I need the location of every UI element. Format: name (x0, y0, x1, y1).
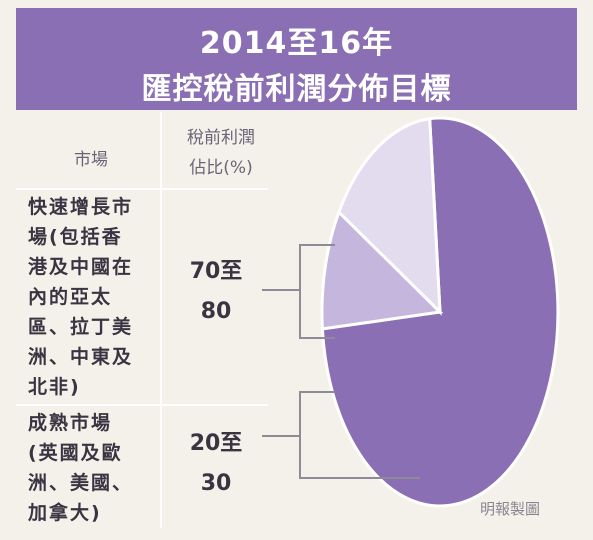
share-value-line: 70至 (189, 259, 243, 284)
market-label-line: 快速增長市 (28, 196, 134, 218)
share-value-fast-growth: 70至 80 (164, 252, 268, 332)
bracket-fast-growth (262, 244, 335, 339)
market-label-line: (英國及歐 (28, 442, 123, 464)
market-row-mature: 成熟市場 (英國及歐 洲、美國、 加拿大) (28, 408, 158, 528)
share-value-mature: 20至 30 (164, 424, 268, 504)
market-label-line: 洲、美國、 (28, 472, 134, 494)
market-row-fast-growth: 快速增長市 場(包括香 港及中國在 內的亞太 區、拉丁美 洲、中東及 北非) (28, 192, 158, 402)
share-value-line: 80 (200, 299, 232, 324)
pie-slices (320, 116, 560, 508)
column-header-market: 市場 (74, 150, 108, 170)
table-divider (16, 188, 268, 190)
bracket-mature (262, 391, 420, 479)
pie-slice-mature-b (337, 116, 442, 316)
chart-title-line1: 2014至16年 (199, 26, 394, 61)
source-credit: 明報製圖 (480, 500, 541, 518)
chart-title-banner: 2014至16年 匯控稅前利潤分佈目標 (16, 8, 577, 110)
market-table: 市場 稅前利潤 佔比(%) 快速增長市 場(包括香 港及中國在 內的亞太 區、拉… (16, 112, 306, 528)
share-value-line: 20至 (189, 431, 243, 456)
market-label-line: 內的亞太 (28, 286, 113, 308)
column-header-share-line2: 佔比(%) (189, 158, 253, 178)
market-label-line: 北非) (28, 376, 81, 398)
column-header-share-line1: 稅前利潤 (187, 128, 255, 148)
share-value-line: 30 (200, 471, 232, 496)
market-label-line: 港及中國在 (28, 256, 134, 278)
pie-slice-mature-a (320, 209, 444, 331)
market-label-line: 成熟市場 (28, 412, 113, 434)
market-label-line: 洲、中東及 (28, 346, 134, 368)
chart-title-line2: 匯控稅前利潤分佈目標 (141, 72, 452, 107)
market-label-line: 區、拉丁美 (28, 316, 134, 338)
table-column-divider (160, 112, 162, 528)
table-divider (16, 404, 268, 406)
market-label-line: 場(包括香 (28, 226, 123, 248)
market-label-line: 加拿大) (28, 502, 102, 524)
